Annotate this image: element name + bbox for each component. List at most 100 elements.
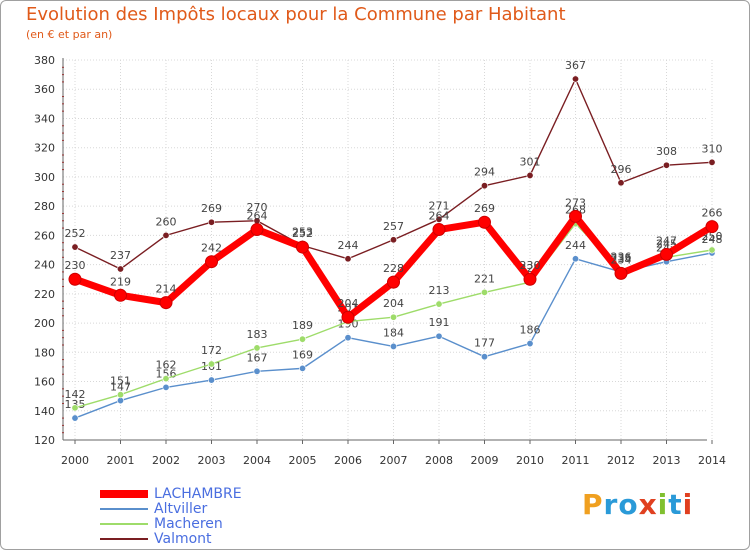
data-label-lachambre: 247 bbox=[656, 234, 677, 247]
chart-subtitle: (en € et par an) bbox=[26, 28, 113, 41]
data-point-lachambre bbox=[296, 240, 309, 254]
data-label-lachambre: 242 bbox=[201, 242, 222, 255]
chart-title: Evolution des Impôts locaux pour la Comm… bbox=[26, 4, 566, 25]
data-label-valmont: 260 bbox=[156, 215, 177, 228]
data-point-valmont bbox=[71, 243, 79, 251]
data-label-macheren: 236 bbox=[611, 250, 632, 263]
data-label-lachambre: 264 bbox=[247, 210, 268, 223]
logo-letter: r bbox=[603, 488, 619, 521]
x-tick-label: 2006 bbox=[334, 454, 362, 467]
x-tick-label: 2000 bbox=[61, 454, 89, 467]
data-point-altviller bbox=[253, 367, 261, 375]
data-label-valmont: 257 bbox=[383, 220, 404, 233]
x-tick-label: 2008 bbox=[425, 454, 453, 467]
data-label-macheren: 172 bbox=[201, 344, 222, 357]
data-label-valmont: 308 bbox=[656, 145, 677, 158]
y-tick-label: 180 bbox=[34, 346, 55, 359]
data-point-macheren bbox=[208, 360, 216, 368]
legend-swatch-lachambre bbox=[100, 489, 148, 498]
data-point-macheren bbox=[71, 404, 79, 412]
legend-swatch-macheren bbox=[100, 522, 148, 525]
logo-letter: i bbox=[682, 488, 694, 521]
data-label-macheren: 142 bbox=[65, 388, 86, 401]
data-point-lachambre bbox=[705, 220, 719, 234]
data-point-valmont bbox=[117, 265, 125, 273]
x-tick-label: 2013 bbox=[653, 454, 681, 467]
data-point-valmont bbox=[526, 171, 534, 179]
data-point-altviller bbox=[571, 255, 579, 263]
x-tick-label: 2002 bbox=[152, 454, 180, 467]
data-point-macheren bbox=[298, 335, 306, 343]
y-tick-label: 240 bbox=[34, 259, 55, 272]
data-point-valmont bbox=[162, 231, 170, 239]
y-tick-label: 360 bbox=[34, 83, 55, 96]
data-point-macheren bbox=[435, 300, 443, 308]
legend-item-macheren: Macheren bbox=[100, 516, 223, 532]
x-tick-label: 2001 bbox=[107, 454, 135, 467]
x-tick-label: 2011 bbox=[562, 454, 590, 467]
data-point-valmont bbox=[708, 158, 716, 166]
data-point-lachambre bbox=[250, 223, 264, 237]
y-tick-label: 260 bbox=[34, 229, 55, 242]
y-tick-label: 300 bbox=[34, 171, 55, 184]
data-point-valmont bbox=[571, 75, 579, 83]
data-label-macheren: 189 bbox=[292, 319, 313, 332]
data-point-lachambre bbox=[660, 247, 673, 261]
data-label-valmont: 252 bbox=[65, 227, 86, 240]
x-tick-label: 2003 bbox=[198, 454, 226, 467]
data-label-altviller: 191 bbox=[429, 316, 450, 329]
data-point-lachambre bbox=[159, 296, 173, 310]
data-label-valmont: 270 bbox=[247, 201, 268, 214]
data-label-lachambre: 228 bbox=[383, 262, 404, 275]
y-tick-label: 120 bbox=[34, 434, 55, 447]
data-point-macheren bbox=[708, 246, 716, 254]
logo-letter: t bbox=[668, 488, 683, 521]
data-label-lachambre: 266 bbox=[702, 207, 723, 220]
data-label-macheren: 162 bbox=[156, 359, 177, 372]
x-tick-label: 2004 bbox=[243, 454, 271, 467]
y-tick-label: 160 bbox=[34, 376, 55, 389]
logo-letter: P bbox=[582, 488, 604, 521]
x-tick-label: 2014 bbox=[698, 454, 726, 467]
data-label-valmont: 253 bbox=[292, 226, 313, 239]
data-label-valmont: 301 bbox=[520, 155, 541, 168]
x-tick-label: 2012 bbox=[607, 454, 635, 467]
data-point-altviller bbox=[117, 397, 125, 405]
x-tick-label: 2010 bbox=[516, 454, 544, 467]
data-point-macheren bbox=[480, 288, 488, 296]
x-tick-label: 2005 bbox=[289, 454, 317, 467]
data-label-lachambre: 264 bbox=[429, 210, 450, 223]
data-point-valmont bbox=[389, 236, 397, 244]
data-label-altviller: 169 bbox=[292, 348, 313, 361]
data-label-lachambre: 219 bbox=[110, 275, 131, 288]
data-label-macheren: 183 bbox=[247, 328, 268, 341]
data-point-valmont bbox=[435, 215, 443, 223]
data-label-valmont: 237 bbox=[110, 249, 131, 262]
legend-label-valmont: Valmont bbox=[154, 530, 212, 547]
data-point-macheren bbox=[117, 391, 125, 399]
data-label-altviller: 167 bbox=[247, 351, 268, 364]
data-point-valmont bbox=[344, 255, 352, 263]
data-point-lachambre bbox=[114, 288, 127, 302]
data-point-lachambre bbox=[569, 209, 582, 223]
data-point-lachambre bbox=[205, 255, 218, 269]
data-point-lachambre bbox=[68, 272, 82, 286]
x-tick-label: 2009 bbox=[471, 454, 499, 467]
y-tick-label: 140 bbox=[34, 405, 55, 418]
data-point-altviller bbox=[162, 383, 170, 391]
data-label-altviller: 244 bbox=[565, 239, 586, 252]
data-label-lachambre: 252 bbox=[292, 227, 313, 240]
data-point-lachambre bbox=[523, 272, 537, 286]
data-point-altviller bbox=[435, 332, 443, 340]
legend-item-valmont: Valmont bbox=[100, 530, 212, 547]
y-tick-label: 280 bbox=[34, 200, 55, 213]
data-label-valmont: 271 bbox=[429, 199, 450, 212]
x-tick-label: 2007 bbox=[380, 454, 408, 467]
data-point-valmont bbox=[617, 179, 625, 187]
y-tick-label: 320 bbox=[34, 142, 55, 155]
data-point-valmont bbox=[208, 218, 216, 226]
data-label-valmont: 244 bbox=[338, 239, 359, 252]
data-point-lachambre bbox=[432, 223, 446, 237]
data-label-macheren: 151 bbox=[110, 375, 131, 388]
